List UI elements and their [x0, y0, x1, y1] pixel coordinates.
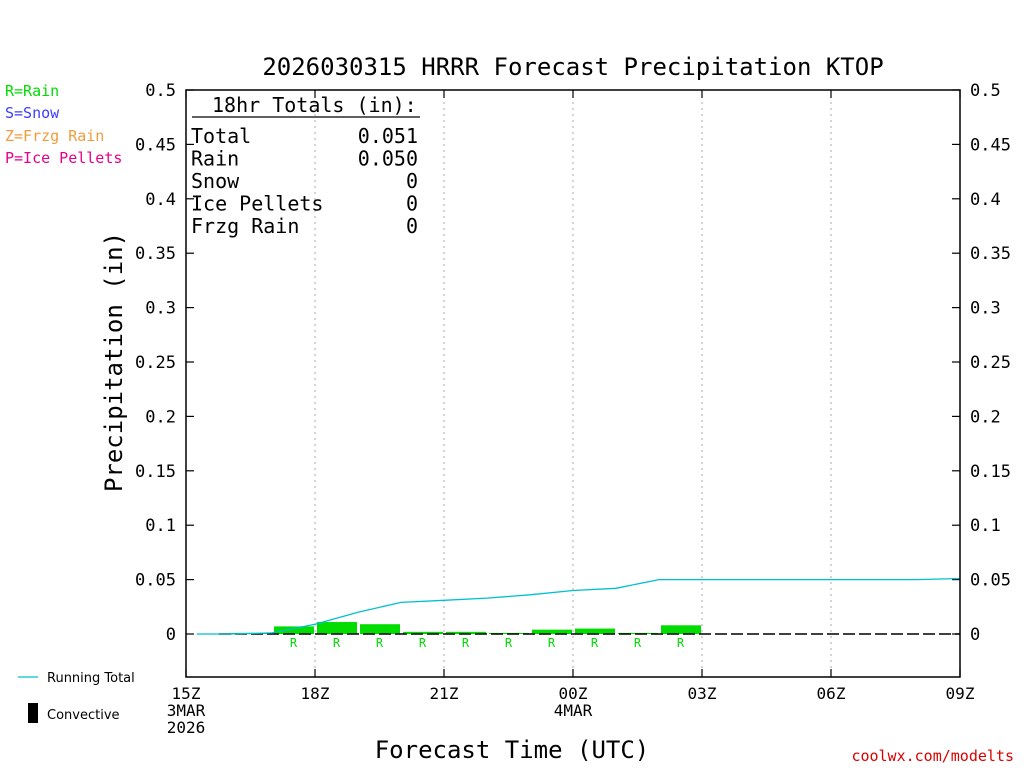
- totals-row-value: 0: [406, 214, 418, 238]
- y-tick-label-right: 0: [970, 625, 980, 645]
- precip-bar: [317, 622, 357, 634]
- x-tick-label: 15Z: [172, 684, 201, 703]
- precip-bar: [532, 629, 572, 634]
- ptype-legend-ice-pellets: P=Ice Pellets: [5, 149, 122, 167]
- totals-row-label: Rain: [191, 147, 239, 171]
- totals-row-value: 0: [406, 169, 418, 193]
- hourly-bars: [231, 622, 701, 634]
- ptype-letter: R: [462, 636, 470, 650]
- precip-bar: [575, 628, 615, 634]
- ptype-letter: R: [333, 636, 341, 650]
- y-axis-label: Precipitation (in): [100, 232, 128, 492]
- chart-title: 2026030315 HRRR Forecast Precipitation K…: [262, 53, 883, 81]
- y-tick-label-left: 0.25: [135, 353, 176, 373]
- precip-bar: [274, 626, 314, 634]
- x-tick-label: 21Z: [430, 684, 459, 703]
- convective-legend-label: Convective: [47, 708, 120, 723]
- y-tick-label-left: 0.4: [145, 190, 176, 210]
- y-tick-label-left: 0.35: [135, 244, 176, 264]
- ptype-legend-frzg-rain: Z=Frzg Rain: [5, 127, 104, 145]
- precip-bar: [403, 631, 443, 634]
- totals-header: 18hr Totals (in):: [212, 93, 417, 117]
- x-tick-label: 4MAR: [554, 701, 593, 720]
- y-tick-label-left: 0.2: [145, 407, 176, 427]
- precip-bar: [446, 631, 486, 634]
- y-tick-label-left: 0.15: [135, 462, 176, 482]
- totals-row-value: 0.050: [358, 147, 418, 171]
- ptype-letter: R: [290, 636, 298, 650]
- y-tick-label-left: 0.3: [145, 299, 176, 319]
- y-tick-label-right: 0.05: [970, 571, 1011, 591]
- totals-row-value: 0: [406, 192, 418, 216]
- x-tick-label: 03Z: [688, 684, 717, 703]
- ptype-legend-rain: R=Rain: [5, 82, 59, 100]
- precip-bar: [360, 624, 400, 634]
- y-tick-label-right: 0.25: [970, 353, 1011, 373]
- y-tick-label-right: 0.15: [970, 462, 1011, 482]
- x-tick-label: 06Z: [817, 684, 846, 703]
- series-legend: Running Total Convective: [18, 671, 135, 723]
- x-tick-label: 2026: [167, 718, 206, 737]
- ptype-letter: R: [419, 636, 427, 650]
- y-tick-label-right: 0.4: [970, 190, 1001, 210]
- axes: 0 00.05 0.050.1 0.10.15 0.150.2 0.20.25 0.250.…: [135, 81, 1011, 737]
- ptype-letter: R: [634, 636, 642, 650]
- totals-row-label: Ice Pellets: [191, 192, 323, 216]
- gridlines: [314, 90, 832, 677]
- y-tick-label-left: 0.45: [135, 135, 176, 155]
- totals-box: 18hr Totals (in): Total 0.051 Rain 0.050 Sno…: [191, 93, 420, 238]
- ptype-legend-snow: S=Snow: [5, 104, 60, 122]
- totals-row-label: Snow: [191, 169, 240, 193]
- y-tick-label-right: 0.35: [970, 244, 1011, 264]
- totals-row-value: 0.051: [358, 124, 418, 148]
- running-total-line: [196, 577, 961, 635]
- ptype-letter: R: [505, 636, 513, 650]
- y-tick-label-right: 0.3: [970, 299, 1001, 319]
- y-tick-label-left: 0.5: [145, 81, 176, 101]
- y-tick-label-right: 0.45: [970, 135, 1011, 155]
- y-tick-label-left: 0: [166, 625, 176, 645]
- y-tick-label-right: 0.5: [970, 81, 1001, 101]
- x-tick-label: 00Z: [559, 684, 588, 703]
- totals-row-label: Total: [191, 124, 251, 148]
- totals-rows: Total 0.051 Rain 0.050 Snow 0 Ice Pellets 0 Frzg…: [191, 124, 418, 238]
- running-total-legend-label: Running Total: [47, 671, 135, 686]
- ptype-letter: R: [548, 636, 556, 650]
- credit-text: coolwx.com/modelts: [851, 747, 1014, 765]
- precip-bar: [661, 625, 701, 634]
- x-tick-label: 09Z: [946, 684, 975, 703]
- y-tick-label-right: 0.2: [970, 407, 1001, 427]
- plot-frame: [185, 89, 961, 678]
- convective-legend-swatch: [28, 703, 38, 723]
- x-axis-label: Forecast Time (UTC): [375, 736, 650, 764]
- ptype-letter: R: [591, 636, 599, 650]
- x-tick-label: 18Z: [301, 684, 330, 703]
- ptype-letter: R: [376, 636, 384, 650]
- ptype-letter: R: [677, 636, 685, 650]
- y-tick-label-left: 0.1: [145, 516, 176, 536]
- totals-row-label: Frzg Rain: [191, 214, 299, 238]
- x-tick-label: 3MAR: [167, 701, 206, 720]
- y-tick-label-left: 0.05: [135, 571, 176, 591]
- y-tick-label-right: 0.1: [970, 516, 1001, 536]
- ptype-legend: R=Rain S=Snow Z=Frzg Rain P=Ice Pellets: [5, 82, 122, 167]
